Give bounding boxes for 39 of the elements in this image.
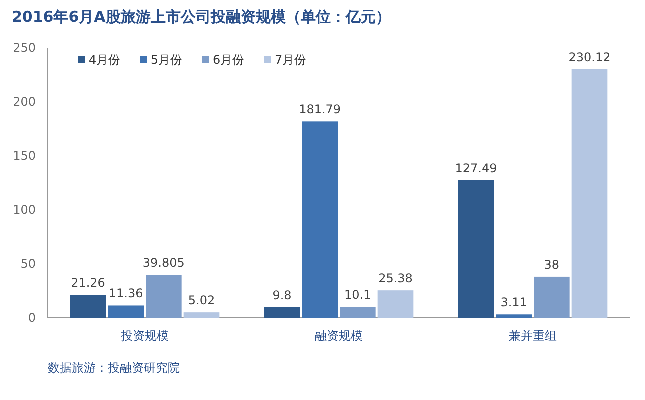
text: 数据旅游：投融资研究院 bbox=[48, 361, 180, 375]
x-tick-label: 融资规模 bbox=[315, 329, 363, 343]
data-label: 230.12 bbox=[568, 50, 611, 64]
chart-title: 2016年6月A股旅游上市公司投融资规模（单位：亿元） bbox=[12, 8, 391, 26]
x-tick-label: 投资规模 bbox=[120, 329, 169, 343]
data-label: 25.38 bbox=[378, 272, 413, 286]
data-label: 3.11 bbox=[500, 296, 528, 310]
bar bbox=[534, 276, 570, 318]
y-tick-label: 150 bbox=[13, 149, 36, 163]
bar bbox=[302, 122, 338, 318]
data-label: 38 bbox=[544, 258, 560, 272]
bar bbox=[184, 312, 220, 318]
legend-label: 7月份 bbox=[275, 53, 307, 67]
data-label: 9.8 bbox=[272, 288, 292, 302]
bar bbox=[496, 314, 532, 318]
bar bbox=[146, 275, 182, 318]
data-label: 11.36 bbox=[108, 286, 144, 301]
bar bbox=[264, 307, 300, 318]
data-label: 181.79 bbox=[299, 102, 342, 117]
legend-label: 6月份 bbox=[213, 53, 245, 67]
y-tick-label: 50 bbox=[20, 257, 36, 271]
y-tick-label: 100 bbox=[13, 203, 36, 217]
bar bbox=[70, 295, 106, 318]
legend-label: 4月份 bbox=[89, 53, 121, 67]
bar bbox=[458, 180, 494, 318]
x-tick-label: 兼并重组 bbox=[509, 329, 557, 343]
bar bbox=[378, 290, 414, 318]
y-tick-label: 0 bbox=[28, 311, 36, 325]
data-label: 127.49 bbox=[455, 161, 498, 176]
y-tick-label: 250 bbox=[13, 41, 36, 55]
y-tick-label: 200 bbox=[13, 95, 36, 109]
data-label: 39.805 bbox=[142, 256, 185, 270]
legend-label: 5月份 bbox=[151, 53, 183, 67]
bar bbox=[340, 307, 376, 318]
data-label: 5.02 bbox=[188, 294, 216, 308]
data-label: 10.1 bbox=[344, 288, 372, 302]
bar bbox=[572, 69, 608, 318]
bar bbox=[108, 306, 144, 318]
data-label: 21.26 bbox=[71, 276, 106, 290]
